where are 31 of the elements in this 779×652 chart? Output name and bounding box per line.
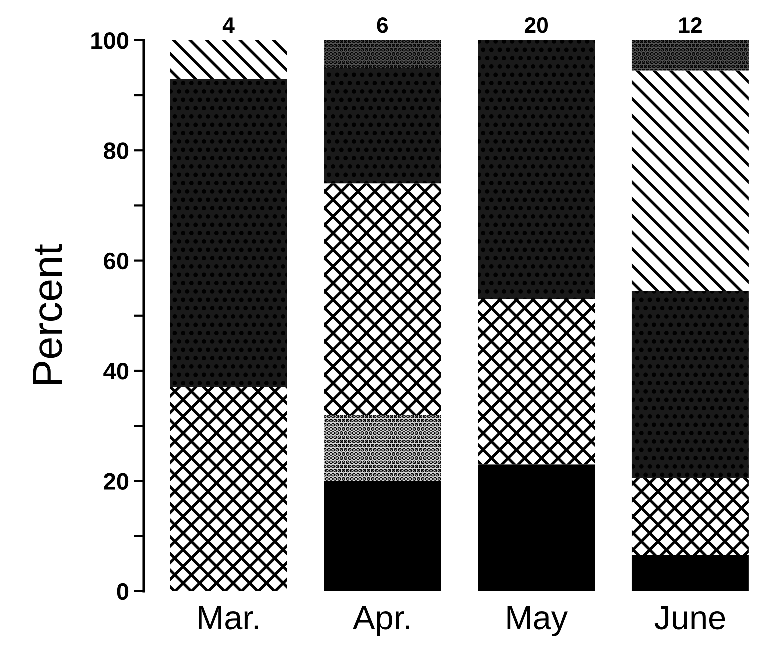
annotation: 20 bbox=[524, 18, 548, 34]
bar bbox=[324, 481, 442, 592]
bar bbox=[632, 556, 749, 592]
y-tick-label: 60 bbox=[104, 252, 129, 270]
x-tick-label: May bbox=[508, 606, 568, 636]
bar bbox=[324, 40, 442, 68]
bar bbox=[478, 299, 596, 465]
bar bbox=[324, 68, 442, 184]
annotation: 12 bbox=[680, 18, 702, 34]
bar bbox=[632, 291, 749, 478]
bar bbox=[478, 464, 596, 592]
bar bbox=[324, 415, 442, 482]
y-tick-label: 0 bbox=[117, 583, 129, 600]
bar bbox=[170, 78, 288, 388]
bar bbox=[170, 40, 288, 79]
bar bbox=[170, 388, 288, 592]
x-tick-label: Mar. bbox=[199, 606, 258, 630]
bar bbox=[632, 478, 749, 556]
annotation: 6 bbox=[377, 18, 388, 34]
y-axis-title: Percent bbox=[33, 244, 62, 384]
bar bbox=[632, 70, 749, 292]
x-tick-label: Apr. bbox=[353, 606, 410, 636]
bar bbox=[324, 184, 442, 416]
y-tick-label: 80 bbox=[104, 142, 129, 160]
x-tick-label: June bbox=[654, 606, 726, 630]
bar bbox=[478, 40, 596, 300]
bar bbox=[632, 40, 749, 71]
y-tick-label: 100 bbox=[92, 32, 129, 50]
y-tick-label: 20 bbox=[104, 473, 129, 490]
y-tick-label: 40 bbox=[104, 363, 129, 380]
annotation: 4 bbox=[222, 18, 235, 34]
